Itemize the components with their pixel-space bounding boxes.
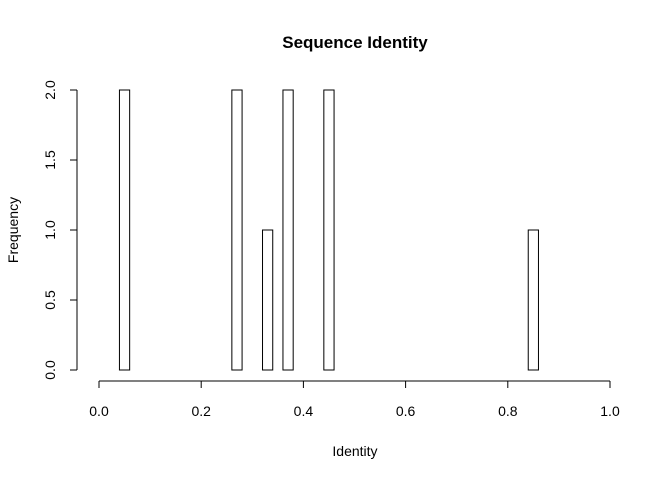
- y-tick-label: 1.5: [42, 150, 58, 170]
- x-tick-label: 1.0: [600, 403, 620, 419]
- chart-title: Sequence Identity: [282, 33, 428, 52]
- y-tick-label: 1.0: [42, 220, 58, 240]
- x-tick-label: 0.2: [191, 403, 211, 419]
- histogram-bar: [262, 229, 274, 371]
- histogram-bar: [323, 89, 335, 371]
- y-tick-label: 0.5: [42, 290, 58, 310]
- x-tick-label: 0.0: [89, 403, 109, 419]
- plot-area: 0.0 0.2 0.4 0.6 0.8 1.0 0.0 0.5 1.0 1.5 2.0: [42, 80, 620, 419]
- x-tick-label: 0.8: [498, 403, 518, 419]
- y-tick-label: 2.0: [42, 80, 58, 100]
- x-tick-label: 0.6: [396, 403, 416, 419]
- histogram-bar: [231, 89, 243, 371]
- x-axis-label: Identity: [332, 443, 377, 459]
- histogram-bar: [282, 89, 294, 371]
- x-tick-label: 0.4: [294, 403, 314, 419]
- y-axis-label: Frequency: [5, 197, 21, 263]
- histogram-bar: [527, 229, 539, 371]
- y-tick-label: 0.0: [42, 360, 58, 380]
- histogram-bar: [118, 89, 131, 371]
